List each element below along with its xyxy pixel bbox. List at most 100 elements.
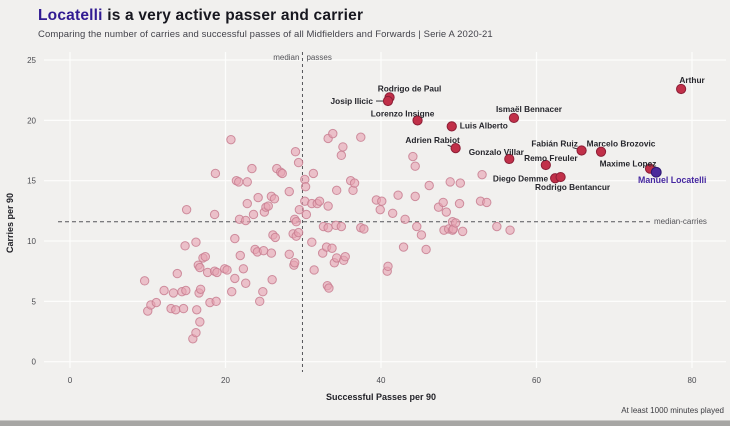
scatter-point — [377, 196, 387, 206]
scatter-point — [289, 258, 300, 268]
scatter-point — [323, 201, 333, 211]
chart-footnote: At least 1000 minutes played — [621, 406, 724, 415]
y-tick-label: 5 — [32, 297, 37, 306]
scatter-point — [293, 157, 304, 168]
scatter-point — [450, 218, 461, 228]
scatter-point — [457, 226, 468, 237]
scatter-point — [421, 244, 431, 255]
scatter-point — [181, 285, 191, 296]
scatter-point — [171, 305, 181, 315]
median-passes-label: passes — [306, 53, 331, 62]
scatter-point — [356, 132, 366, 142]
scatter-point — [227, 287, 237, 297]
bottom-edge-strip — [0, 420, 730, 426]
scatter-point — [267, 274, 277, 285]
player-point-luis-alberto — [446, 121, 457, 132]
y-tick-label: 25 — [27, 56, 36, 65]
player-label-manuel-locatelli: Manuel Locatelli — [638, 175, 706, 185]
scatter-point — [340, 252, 350, 262]
scatter-point — [258, 245, 269, 256]
scatter-point — [424, 180, 434, 191]
player-label-gonzalo-villar: Gonzalo Villar — [469, 147, 525, 157]
scatter-point — [410, 191, 420, 202]
y-axis-title: Carries per 90 — [5, 193, 15, 253]
scatter-point — [482, 197, 492, 208]
scatter-point — [301, 209, 312, 220]
player-point-fabi-n-ruiz — [576, 145, 587, 156]
player-label-diego-demme: Diego Demme — [493, 173, 549, 183]
median-carries-label: median-carries — [654, 217, 707, 226]
scatter-point — [180, 241, 190, 251]
player-label-rodrigo-de-paul: Rodrigo de Paul — [378, 83, 442, 93]
scatter-point — [230, 273, 240, 284]
player-point-manuel-locatelli — [650, 166, 662, 178]
x-tick-label: 0 — [68, 376, 73, 385]
y-tick-label: 10 — [27, 237, 36, 246]
scatter-point — [266, 248, 277, 258]
scatter-point — [336, 221, 347, 232]
scatter-point — [200, 252, 210, 262]
scatter-point — [195, 284, 206, 294]
scatter-point — [247, 163, 257, 174]
scatter-point — [195, 317, 205, 327]
chart-header: Locatelli is a very active passer and ca… — [38, 7, 493, 40]
y-tick-label: 0 — [32, 358, 37, 367]
player-label-lorenzo-insigne: Lorenzo Insigne — [371, 108, 435, 118]
scatter-point — [284, 186, 294, 197]
scatter-point — [328, 128, 338, 139]
scatter-point — [139, 276, 150, 286]
scatter-point — [269, 194, 280, 204]
scatter-point — [293, 227, 304, 238]
player-label-luis-alberto: Luis Alberto — [460, 120, 508, 130]
scatter-point — [336, 150, 347, 161]
scatter-point — [242, 198, 252, 209]
player-point-remo-freuler — [540, 159, 551, 171]
player-label-rodrigo-bentancur: Rodrigo Bentancur — [535, 182, 611, 192]
player-label-josip-ilicic: Josip Ilicic — [331, 96, 374, 106]
scatter-point — [235, 250, 245, 261]
chart-title: Locatelli is a very active passer and ca… — [38, 7, 493, 25]
scatter-point — [327, 243, 337, 253]
title-rest: is a very active passer and carrier — [102, 7, 364, 24]
scatter-point — [211, 296, 221, 307]
scatter-point — [178, 303, 189, 314]
player-label-adrien-rabiot: Adrien Rabiot — [405, 135, 460, 145]
player-point-rodrigo-bentancur — [555, 171, 566, 183]
scatter-point — [253, 192, 263, 203]
scatter-point — [172, 268, 182, 279]
scatter-point — [410, 161, 420, 171]
scatter-point — [307, 237, 317, 247]
scatter-point — [314, 196, 325, 206]
scatter-point — [400, 214, 410, 224]
scatter-point — [398, 242, 409, 252]
scatter-point — [191, 328, 201, 338]
scatter-point — [258, 287, 268, 297]
y-tick-label: 15 — [27, 177, 36, 186]
x-axis-title: Successful Passes per 90 — [326, 392, 436, 402]
scatter-point — [505, 225, 515, 235]
scatter-point — [151, 297, 162, 308]
scatter-point — [412, 221, 422, 232]
scatter-point — [416, 230, 427, 240]
scatter-point — [226, 134, 236, 145]
scatter-point — [242, 177, 252, 187]
player-point-isma-l-bennacer — [508, 112, 520, 124]
scatter-point — [159, 285, 169, 296]
scatter-point — [230, 233, 240, 244]
scatter-point — [248, 209, 259, 220]
scatter-point — [212, 267, 222, 278]
scatter-point — [408, 151, 418, 162]
scatter-point — [290, 147, 301, 157]
scatter-point — [284, 249, 294, 259]
scatter-point — [263, 201, 273, 211]
median-passes-label: median — [273, 53, 299, 62]
scatter-point — [324, 283, 334, 293]
player-point-marcelo-brozovic — [595, 146, 607, 157]
scatter-point — [270, 232, 280, 243]
scatter-point — [477, 169, 487, 180]
scatter-point — [209, 209, 220, 220]
scatter-point — [441, 207, 452, 217]
scatter-point — [445, 177, 455, 187]
